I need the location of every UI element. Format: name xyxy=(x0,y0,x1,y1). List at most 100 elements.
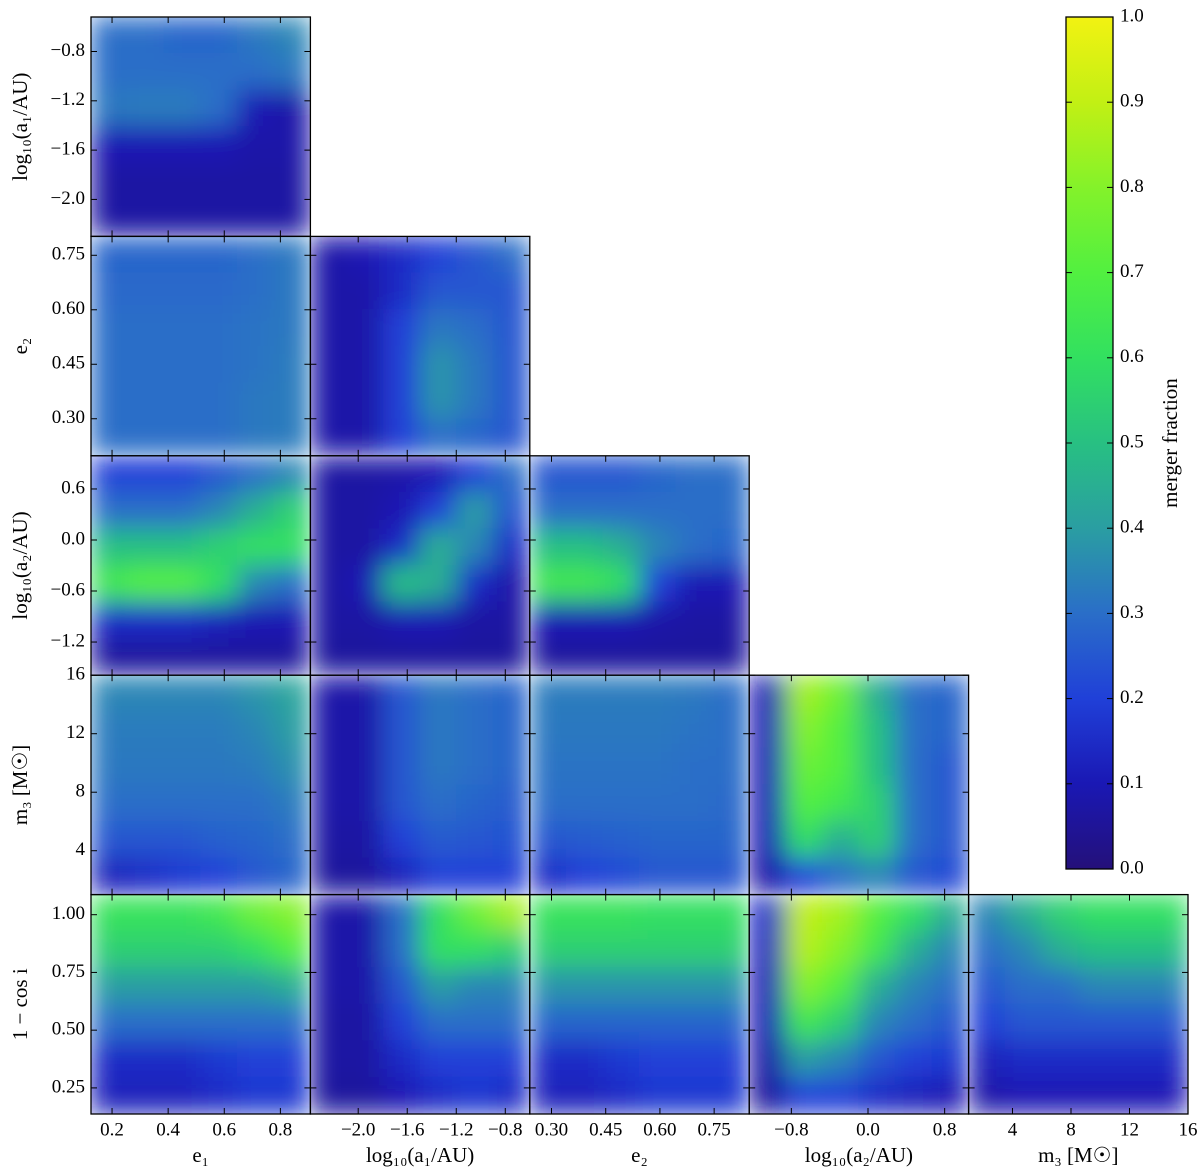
heat-cell xyxy=(565,491,604,530)
heat-cell xyxy=(127,162,165,201)
heat-cell xyxy=(931,930,969,969)
heat-cell xyxy=(712,638,750,676)
heat-cell xyxy=(236,601,275,640)
heat-cell xyxy=(602,711,640,749)
heat-cell xyxy=(310,784,348,822)
heat-cell xyxy=(419,820,458,859)
heat-cell xyxy=(821,930,860,969)
heat-cell xyxy=(1004,1040,1043,1078)
heat-cell xyxy=(858,1076,896,1114)
heat-cell xyxy=(456,418,494,456)
heat-cell xyxy=(419,638,458,676)
heat-cell xyxy=(91,455,129,493)
heat-cell xyxy=(456,345,494,384)
heat-cell xyxy=(273,1040,311,1078)
heat-cell xyxy=(529,857,567,895)
heat-cell xyxy=(639,491,677,530)
heat-cell xyxy=(785,967,823,1005)
heat-cell xyxy=(1041,1076,1079,1114)
heat-cell xyxy=(127,967,165,1005)
heat-cell xyxy=(456,930,494,969)
heat-cell xyxy=(236,309,275,347)
heat-cell xyxy=(785,1076,823,1114)
heat-cell xyxy=(127,894,165,932)
heat-cell xyxy=(200,89,238,128)
heat-cell xyxy=(858,894,896,932)
heat-cell xyxy=(1041,1003,1079,1042)
heat-cell xyxy=(492,1040,530,1078)
heat-cell xyxy=(931,967,969,1005)
heat-cell xyxy=(492,930,530,969)
heat-cell xyxy=(419,345,458,384)
heat-cell xyxy=(236,784,275,822)
heat-cell xyxy=(931,1003,969,1042)
heat-cell xyxy=(383,528,421,566)
heat-cell xyxy=(200,418,238,456)
heat-cell xyxy=(200,1003,238,1042)
heat-cell xyxy=(273,272,311,311)
heat-cell xyxy=(163,1003,202,1042)
heat-cell xyxy=(383,601,421,640)
heat-cell xyxy=(419,528,458,566)
heat-cell xyxy=(529,601,567,640)
heat-cell xyxy=(968,1076,1006,1114)
heat-cell xyxy=(200,162,238,201)
heat-cell xyxy=(273,1003,311,1042)
heat-cell xyxy=(639,784,677,822)
heat-cell xyxy=(91,491,129,530)
heatmap xyxy=(529,455,750,676)
heat-cell xyxy=(785,1040,823,1078)
heat-cell xyxy=(273,747,311,786)
heat-cell xyxy=(346,894,385,932)
heat-cell xyxy=(383,820,421,859)
heat-cell xyxy=(419,930,458,969)
heat-cell xyxy=(419,1040,458,1078)
panel-frame xyxy=(967,893,1189,1115)
heat-cell xyxy=(273,894,311,932)
heat-cell xyxy=(858,675,896,713)
heat-cell xyxy=(529,528,567,566)
heat-cell xyxy=(565,528,604,566)
heat-cell xyxy=(163,1076,202,1114)
heat-cell xyxy=(200,491,238,530)
heat-cell xyxy=(968,1040,1006,1078)
heat-cell xyxy=(492,1076,530,1114)
heat-cell xyxy=(712,601,750,640)
heat-cell xyxy=(712,857,750,895)
heat-cell xyxy=(639,1040,677,1078)
heat-cell xyxy=(127,675,165,713)
heat-cell xyxy=(821,1040,860,1078)
heat-cell xyxy=(310,565,348,603)
x-tick-label: 0.0 xyxy=(856,1119,880,1140)
heat-cell xyxy=(821,1076,860,1114)
panel xyxy=(749,675,969,895)
heat-cell xyxy=(968,930,1006,969)
x-tick-label: 0.8 xyxy=(269,1119,293,1140)
heat-cell xyxy=(639,820,677,859)
panel xyxy=(91,894,311,1114)
heat-cell xyxy=(127,930,165,969)
heat-cell xyxy=(346,601,385,640)
heat-cell xyxy=(1004,1076,1043,1114)
heat-cell xyxy=(310,418,348,456)
heat-cell xyxy=(712,930,750,969)
heat-cell xyxy=(163,309,202,347)
y-tick-label: −1.2 xyxy=(51,89,85,110)
heat-cell xyxy=(821,1003,860,1042)
y-tick-label: 0.0 xyxy=(61,528,85,549)
heat-cell xyxy=(383,455,421,493)
heatmap xyxy=(968,894,1188,1114)
heat-cell xyxy=(127,126,165,164)
heat-cell xyxy=(602,930,640,969)
heatmap xyxy=(310,236,530,456)
heat-cell xyxy=(127,528,165,566)
heat-cell xyxy=(675,675,714,713)
heat-cell xyxy=(383,930,421,969)
heat-cell xyxy=(310,382,348,420)
heat-cell xyxy=(346,1003,385,1042)
heat-cell xyxy=(749,1003,787,1042)
heat-cell xyxy=(310,638,348,676)
heat-cell xyxy=(236,565,275,603)
heat-cell xyxy=(310,345,348,384)
y-tick-label: 12 xyxy=(66,722,85,743)
